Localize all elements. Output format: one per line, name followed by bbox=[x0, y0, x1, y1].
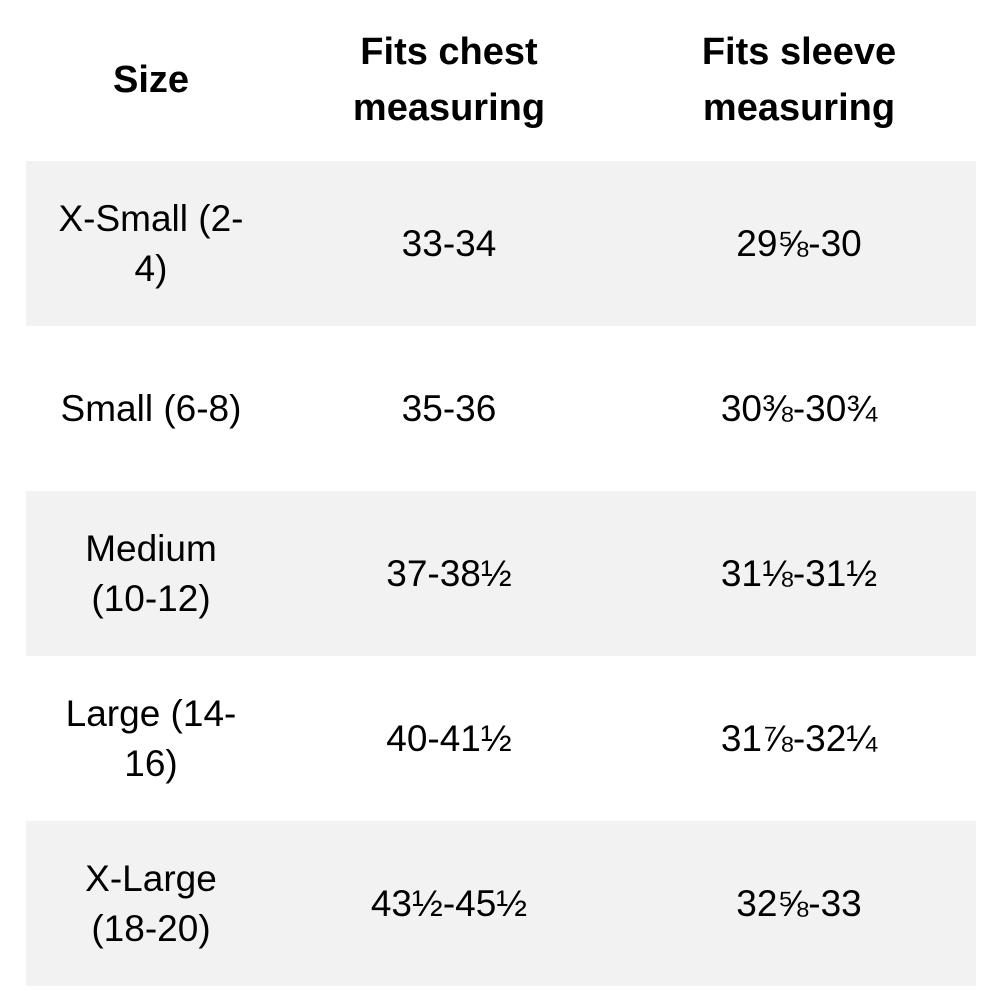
table-row: Medium (10-12) 37-38½ 31⅛-31½ bbox=[26, 491, 976, 656]
chest-cell: 43½-45½ bbox=[370, 882, 528, 924]
sleeve-cell: 32⅝-33 bbox=[736, 882, 862, 924]
chest-cell: 35-36 bbox=[401, 387, 497, 429]
sleeve-cell: 31⅞-32¼ bbox=[720, 717, 878, 759]
size-cell: X-Large (18-20) bbox=[85, 858, 217, 949]
sleeve-cell: 29⅝-30 bbox=[736, 222, 862, 264]
chest-cell: 40-41½ bbox=[386, 717, 512, 759]
sleeve-cell: 30⅜-30¾ bbox=[720, 387, 878, 429]
header-chest: Fits chest measuring bbox=[352, 31, 546, 129]
size-cell: Small (6-8) bbox=[60, 387, 242, 429]
table-row: Large (14-16) 40-41½ 31⅞-32¼ bbox=[26, 656, 976, 821]
table-row: X-Large (18-20) 43½-45½ 32⅝-33 bbox=[26, 821, 976, 986]
header-size: Size bbox=[112, 58, 190, 101]
header-sleeve: Fits sleeve measuring bbox=[701, 31, 897, 129]
sleeve-cell: 31⅛-31½ bbox=[720, 552, 878, 594]
table-row: X-Small (2-4) 33-34 29⅝-30 bbox=[26, 161, 976, 326]
size-cell: Medium (10-12) bbox=[85, 528, 217, 619]
size-cell: Large (14-16) bbox=[65, 693, 237, 784]
table-row: Small (6-8) 35-36 30⅜-30¾ bbox=[26, 326, 976, 491]
chest-cell: 37-38½ bbox=[386, 552, 512, 594]
size-chart-table: Size Fits chest measuring Fits sleeve me… bbox=[26, 0, 976, 986]
table-header-row: Size Fits chest measuring Fits sleeve me… bbox=[26, 0, 976, 161]
chest-cell: 33-34 bbox=[401, 222, 497, 264]
size-cell: X-Small (2-4) bbox=[58, 198, 244, 289]
